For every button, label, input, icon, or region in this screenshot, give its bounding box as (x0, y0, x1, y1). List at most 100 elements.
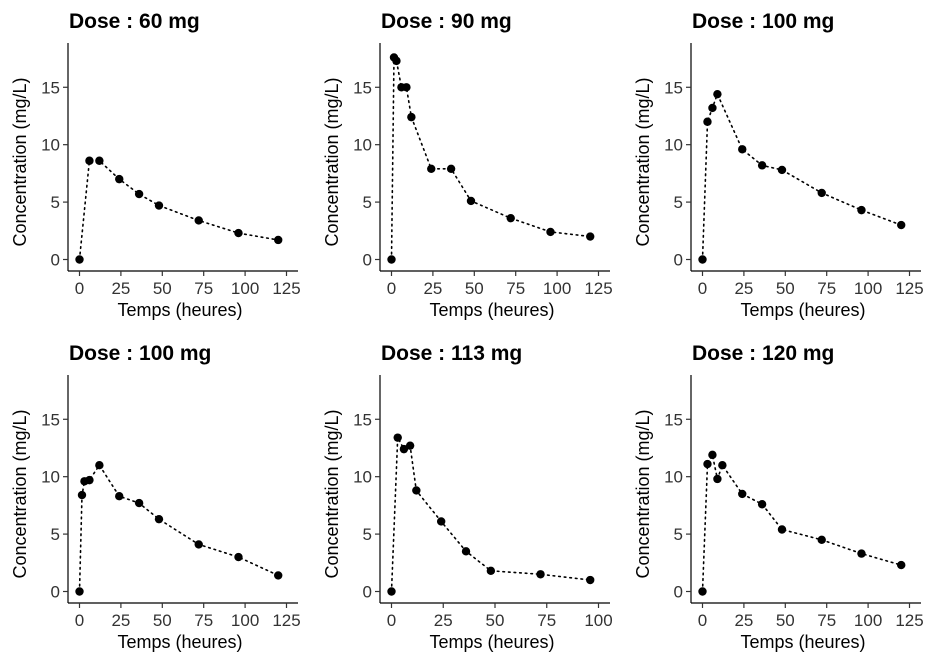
y-tick-label: 0 (51, 583, 60, 602)
data-point (703, 459, 712, 469)
y-tick-label: 0 (363, 251, 372, 270)
data-point (777, 165, 787, 175)
x-tick-label: 0 (698, 611, 707, 630)
data-point (713, 474, 722, 484)
x-tick-label: 75 (537, 611, 556, 630)
concentration-line (78, 463, 280, 593)
x-axis-label: Temps (heures) (429, 632, 554, 652)
data-point (546, 227, 555, 237)
data-point (857, 205, 866, 215)
x-tick-label: 100 (543, 279, 571, 298)
y-tick-label: 0 (51, 251, 60, 270)
data-point (274, 571, 283, 580)
x-tick-label: 100 (231, 611, 259, 630)
data-point (194, 216, 203, 225)
tick-clip-mask (622, 276, 692, 301)
x-tick-label: 25 (111, 611, 130, 630)
data-point (387, 255, 396, 264)
x-tick-label: 100 (854, 611, 882, 630)
x-tick-label: 100 (854, 279, 882, 298)
concentration-line (390, 434, 592, 593)
data-point (466, 196, 476, 206)
y-tick-label: 5 (363, 525, 372, 544)
panel-3: Dose : 100 mg 0 5 10 15 0 25 50 75 100 125 Temps (h… (633, 10, 924, 320)
data-point (392, 56, 401, 66)
data-point (897, 220, 906, 230)
x-tick-label: 100 (584, 611, 612, 630)
data-point (75, 587, 84, 596)
panel-title: Dose : 100 mg (692, 10, 834, 33)
x-tick-label: 25 (734, 279, 753, 298)
y-axis-label: Concentration (mg/L) (10, 77, 30, 246)
data-point (115, 174, 124, 184)
data-point (713, 89, 722, 99)
y-tick-label: 5 (674, 193, 683, 212)
panel-title: Dose : 120 mg (692, 342, 834, 365)
data-point (708, 103, 717, 113)
data-point (134, 189, 144, 199)
x-tick-label: 50 (486, 611, 505, 630)
tick-clip-mask (310, 276, 380, 301)
data-point (698, 255, 707, 264)
y-tick-label: 15 (664, 410, 683, 429)
x-tick-label: 125 (584, 279, 612, 298)
x-axis-label: Temps (heures) (117, 300, 242, 320)
x-tick-label: 25 (111, 279, 130, 298)
x-tick-label: 50 (153, 611, 172, 630)
x-axis-label: Temps (heures) (117, 632, 242, 652)
data-point (154, 514, 164, 524)
y-tick-label: 15 (353, 410, 372, 429)
data-point (718, 461, 727, 470)
data-point (897, 560, 906, 570)
x-tick-label: 75 (817, 279, 836, 298)
y-tick-label: 5 (51, 525, 60, 544)
y-tick-label: 15 (353, 78, 372, 97)
x-tick-label: 50 (776, 611, 795, 630)
data-point (817, 188, 826, 198)
x-tick-label: 75 (194, 279, 213, 298)
data-point (708, 450, 717, 460)
data-point (757, 161, 767, 170)
y-tick-label: 5 (674, 525, 683, 544)
x-tick-label: 25 (423, 279, 442, 298)
y-tick-label: 5 (51, 193, 60, 212)
data-point (402, 83, 411, 92)
x-tick-label: 0 (698, 279, 707, 298)
tick-clip-mask (622, 608, 692, 633)
data-point (703, 117, 712, 126)
data-point (698, 587, 707, 596)
y-tick-label: 10 (664, 136, 683, 155)
data-point (234, 552, 243, 562)
data-point (817, 535, 826, 545)
concentration-line (701, 452, 903, 593)
data-point (536, 570, 545, 579)
data-point (777, 525, 787, 534)
data-point (738, 489, 747, 499)
data-point (194, 540, 203, 549)
data-point (154, 201, 164, 210)
data-point (738, 145, 747, 154)
data-point (506, 213, 515, 223)
x-tick-label: 125 (272, 279, 300, 298)
concentration-line (390, 54, 592, 261)
x-tick-label: 75 (506, 279, 525, 298)
x-tick-label: 0 (387, 611, 396, 630)
y-tick-label: 10 (664, 468, 683, 487)
y-tick-label: 0 (674, 583, 683, 602)
panel-6: Dose : 120 mg 0 5 10 15 0 25 50 75 100 125 Temps (h… (633, 342, 924, 652)
data-point (586, 575, 595, 585)
y-axis-label: Concentration (mg/L) (10, 409, 30, 578)
y-tick-label: 0 (363, 583, 372, 602)
panel-title: Dose : 113 mg (381, 342, 522, 365)
y-tick-label: 10 (41, 468, 60, 487)
x-tick-label: 25 (434, 611, 453, 630)
data-point (757, 500, 767, 509)
data-point (115, 492, 124, 501)
data-point (85, 156, 94, 165)
data-point (399, 444, 409, 454)
data-point (85, 475, 94, 485)
